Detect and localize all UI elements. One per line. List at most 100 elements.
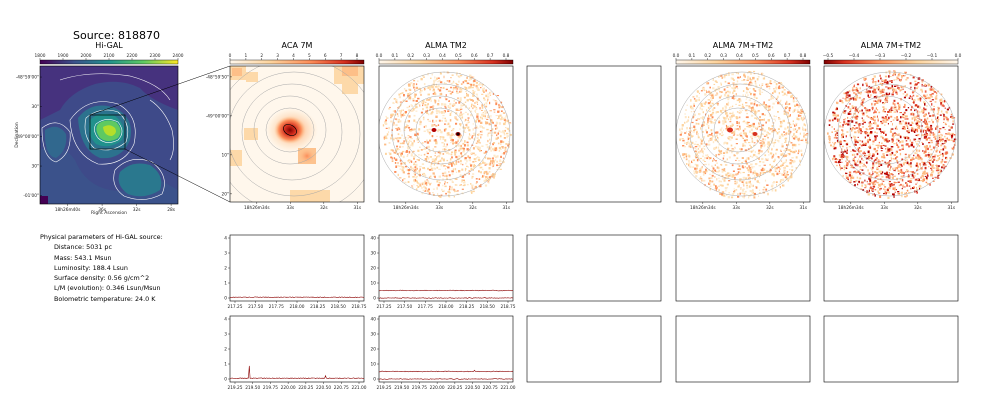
noise-pixel	[721, 131, 723, 134]
noise-pixel	[881, 123, 883, 124]
noise-pixel	[892, 123, 893, 126]
noise-pixel	[761, 124, 765, 127]
noise-pixel	[783, 110, 786, 113]
noise-pixel	[919, 97, 921, 100]
noise-pixel	[880, 146, 882, 148]
noise-pixel	[897, 74, 900, 77]
noise-pixel	[431, 163, 433, 165]
noise-pixel	[455, 184, 458, 186]
noise-pixel	[897, 77, 900, 79]
noise-pixel	[477, 158, 481, 162]
noise-pixel	[906, 143, 909, 146]
noise-pixel	[731, 96, 734, 99]
noise-pixel	[425, 174, 427, 178]
noise-pixel	[884, 99, 887, 101]
noise-pixel	[865, 128, 868, 131]
noise-pixel	[478, 141, 481, 144]
noise-pixel	[756, 175, 758, 177]
noise-pixel	[420, 89, 422, 91]
noise-pixel	[480, 121, 483, 124]
noise-pixel	[832, 157, 834, 161]
noise-pixel	[455, 102, 457, 104]
noise-pixel	[931, 118, 933, 122]
noise-pixel	[715, 94, 717, 96]
noise-pixel	[473, 153, 475, 155]
noise-pixel	[406, 106, 409, 109]
noise-pixel	[746, 167, 748, 169]
noise-pixel	[774, 166, 776, 169]
noise-pixel	[922, 171, 925, 174]
noise-pixel	[466, 76, 468, 79]
noise-pixel	[715, 187, 718, 190]
noise-pixel	[851, 177, 854, 179]
noise-pixel	[719, 153, 721, 155]
noise-pixel	[716, 92, 718, 95]
noise-pixel	[443, 165, 446, 167]
noise-pixel	[943, 100, 946, 103]
noise-pixel	[496, 160, 498, 163]
noise-pixel	[470, 183, 472, 185]
noise-pixel	[401, 150, 405, 153]
noise-pixel	[685, 155, 687, 158]
noise-pixel	[842, 151, 844, 153]
noise-pixel	[859, 177, 861, 179]
noise-pixel	[718, 96, 721, 99]
noise-pixel	[846, 99, 849, 102]
noise-pixel	[442, 86, 445, 89]
noise-pixel	[864, 184, 867, 186]
noise-pixel	[761, 119, 764, 121]
noise-pixel	[416, 175, 418, 177]
noise-pixel	[695, 141, 697, 143]
noise-pixel	[402, 114, 404, 117]
noise-pixel	[750, 128, 753, 131]
noise-pixel	[438, 150, 441, 152]
higal-ytick-label: -01'00"	[23, 193, 39, 199]
noise-pixel	[704, 172, 707, 175]
noise-pixel	[894, 169, 896, 172]
noise-pixel	[883, 107, 886, 109]
noise-pixel	[750, 93, 752, 96]
noise-pixel	[475, 81, 478, 84]
noise-pixel	[874, 83, 877, 86]
noise-pixel	[479, 125, 482, 128]
noise-pixel	[694, 100, 697, 102]
noise-pixel	[886, 147, 889, 150]
noise-pixel	[462, 148, 465, 151]
noise-pixel	[454, 153, 457, 156]
noise-pixel	[466, 141, 469, 144]
noise-pixel	[892, 139, 894, 142]
noise-pixel	[493, 154, 495, 157]
noise-pixel	[397, 140, 400, 143]
noise-pixel	[460, 90, 463, 92]
noise-pixel	[805, 124, 807, 127]
noise-pixel	[686, 127, 688, 130]
noise-pixel	[693, 104, 695, 107]
noise-pixel	[478, 178, 481, 180]
noise-pixel	[752, 149, 755, 152]
noise-pixel	[482, 115, 485, 117]
noise-pixel	[770, 98, 772, 100]
noise-pixel	[758, 119, 762, 122]
noise-pixel	[929, 100, 932, 103]
noise-pixel	[856, 170, 859, 173]
noise-pixel	[755, 155, 757, 157]
noise-pixel	[773, 141, 777, 144]
noise-pixel	[482, 175, 485, 178]
noise-pixel	[697, 118, 700, 120]
aca7m-image	[230, 66, 364, 202]
noise-pixel	[708, 114, 710, 117]
noise-pixel	[901, 191, 903, 194]
noise-pixel	[398, 152, 401, 154]
noise-pixel	[730, 115, 733, 117]
noise-pixel	[918, 158, 920, 161]
noise-pixel	[400, 154, 403, 157]
noise-pixel	[472, 135, 474, 137]
noise-pixel	[688, 145, 690, 148]
noise-pixel	[763, 172, 766, 173]
noise-pixel	[489, 138, 491, 141]
noise-pixel	[760, 104, 763, 106]
noise-pixel	[732, 82, 735, 84]
noise-pixel	[483, 87, 485, 90]
noise-pixel	[434, 76, 436, 79]
noise-pixel	[771, 106, 774, 109]
